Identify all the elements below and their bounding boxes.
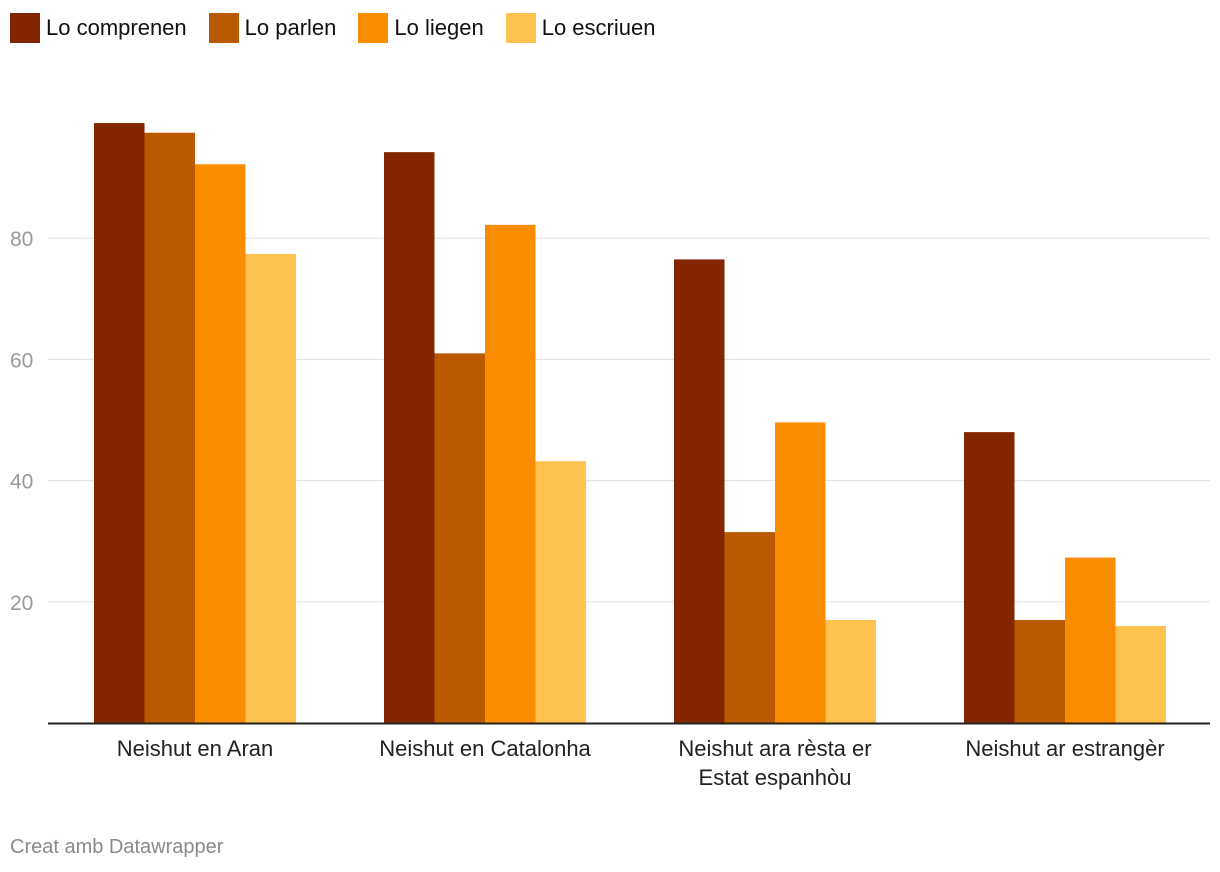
legend-swatch [358, 13, 389, 43]
bar-4-lo-comprenen [964, 432, 1015, 723]
legend-label: Lo comprenen [46, 15, 187, 40]
legend-item: Lo escriuen [505, 13, 656, 43]
bar-1-lo-parlen [144, 132, 195, 724]
bar-3-lo-liegen [775, 422, 826, 723]
y-tick-label-60: 60 [10, 349, 33, 372]
legend-item: Lo parlen [208, 13, 337, 43]
bar-2-lo-liegen [485, 224, 536, 724]
legend-swatch [10, 13, 40, 43]
bar-2-lo-escriuen [535, 461, 586, 723]
legend-label: Lo liegen [394, 15, 484, 40]
legend-label: Lo parlen [244, 15, 337, 40]
bar-3-lo-parlen [724, 532, 775, 723]
bar-4-lo-parlen [1014, 619, 1065, 723]
credit-footer: Creat amb Datawrapper [10, 836, 224, 858]
y-tick-label-80: 80 [10, 228, 33, 251]
x-tick-label-1: Neishut en Aran [117, 736, 274, 761]
bar-4-lo-escriuen [1115, 626, 1166, 723]
bar-1-lo-escriuen [245, 253, 296, 723]
x-tick-label-2: Neishut en Catalonha [379, 736, 591, 761]
legend-swatch [208, 13, 239, 43]
legend-swatch [505, 13, 536, 43]
legend-label: Lo escriuen [541, 15, 656, 40]
legend-item: Lo comprenen [10, 13, 187, 43]
bar-1-lo-liegen [195, 164, 246, 723]
legend-item: Lo liegen [358, 13, 484, 43]
bar-2-lo-comprenen [384, 152, 435, 723]
bar-1-lo-comprenen [94, 123, 145, 723]
bar-3-lo-escriuen [825, 619, 876, 723]
bar-3-lo-comprenen [674, 259, 725, 723]
bar-2-lo-parlen [434, 353, 485, 723]
y-tick-label-20: 20 [10, 592, 33, 615]
bar-4-lo-liegen [1065, 557, 1116, 723]
x-tick-label-4: Neishut ar estrangèr [965, 736, 1164, 761]
legend: Lo comprenen Lo parlen Lo liegen Lo escriue… [10, 12, 677, 44]
y-tick-label-40: 40 [10, 471, 33, 494]
x-tick-label-3: Neishut ara rèsta er Estat espanhòu [678, 736, 871, 790]
